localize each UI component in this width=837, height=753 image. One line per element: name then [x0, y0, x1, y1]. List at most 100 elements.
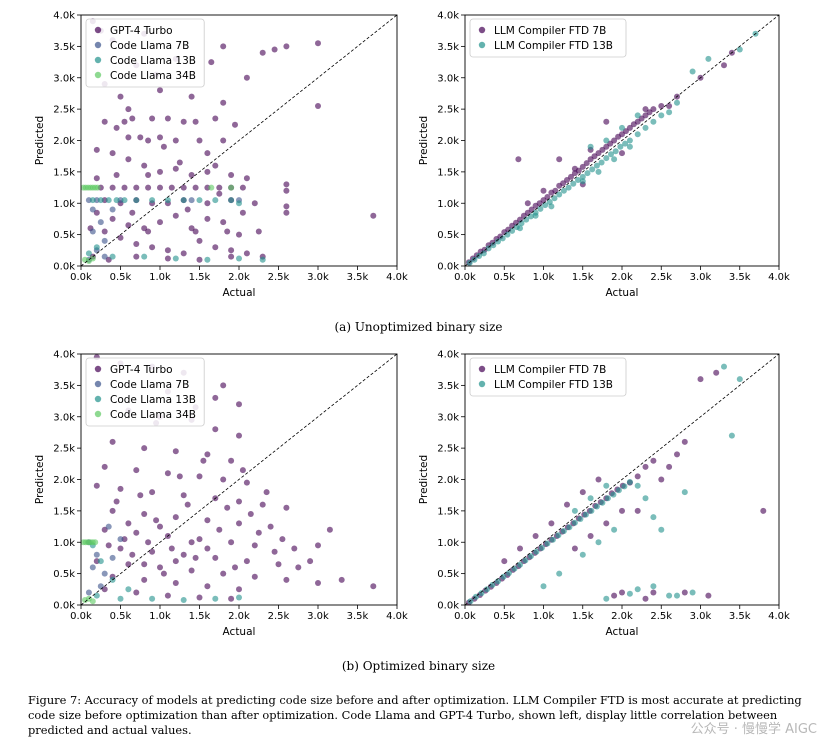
- data-point: [180, 492, 187, 499]
- data-point: [500, 573, 507, 580]
- data-point: [283, 209, 290, 216]
- y-tick-label: 2.5k: [437, 444, 459, 455]
- legend-label: GPT-4 Turbo: [110, 25, 173, 37]
- data-point: [570, 180, 577, 187]
- data-point: [626, 137, 633, 144]
- legend-box: [85, 18, 205, 88]
- data-point: [125, 134, 132, 141]
- x-tick-label: 2.0k: [611, 272, 633, 283]
- data-point: [141, 576, 148, 583]
- data-point: [583, 160, 590, 167]
- data-point: [511, 565, 518, 572]
- data-point: [370, 212, 377, 219]
- y-tick-label: 4.0k: [53, 11, 75, 22]
- data-point: [164, 115, 171, 122]
- data-point: [587, 143, 594, 150]
- data-point: [611, 526, 618, 533]
- legend-label: Code Llama 13B: [110, 394, 196, 406]
- data-point: [196, 594, 203, 601]
- data-point: [666, 103, 673, 109]
- data-point: [587, 533, 594, 539]
- data-point: [243, 558, 250, 565]
- data-point: [208, 184, 215, 191]
- data-point: [650, 118, 657, 125]
- y-tick-label: 0.5k: [53, 230, 75, 241]
- data-point: [228, 247, 235, 254]
- data-point: [208, 59, 215, 66]
- data-point: [549, 536, 556, 543]
- data-point: [125, 222, 132, 229]
- data-point: [556, 191, 563, 198]
- data-point: [571, 519, 578, 526]
- data-point: [133, 529, 140, 536]
- legend-marker: [94, 410, 102, 418]
- x-tick-label: 1.5k: [189, 272, 211, 283]
- legend: GPT-4 Turbo Code Llama 7B Code Llama 13B Co…: [85, 357, 205, 427]
- x-tick-label: 1.5k: [189, 611, 211, 622]
- data-point: [145, 137, 152, 144]
- data-point: [565, 184, 572, 191]
- data-point: [626, 479, 633, 485]
- data-point: [610, 491, 617, 498]
- data-point: [93, 592, 100, 599]
- data-point: [579, 178, 586, 185]
- data-point: [180, 597, 187, 603]
- y-tick-label: 0.5k: [437, 569, 459, 580]
- legend-label: Code Llama 13B: [110, 55, 196, 67]
- data-point: [192, 228, 199, 235]
- data-point: [117, 536, 124, 543]
- data-point: [188, 172, 195, 178]
- y-tick-label: 2.5k: [53, 105, 75, 116]
- data-point: [255, 228, 262, 235]
- data-point: [164, 255, 171, 262]
- y-tick-label: 1.0k: [437, 538, 459, 549]
- data-point: [188, 93, 195, 100]
- diagonal-line: [80, 353, 398, 606]
- data-point: [283, 181, 290, 188]
- x-tick-label: 0.5k: [493, 611, 515, 622]
- x-tick-label: 2.0k: [228, 272, 250, 283]
- data-point: [571, 165, 578, 172]
- y-tick-label: 0.0k: [53, 262, 75, 273]
- data-point: [168, 184, 175, 191]
- legend-label: Code Llama 7B: [110, 379, 189, 391]
- x-tick-label: 4.0k: [768, 611, 790, 622]
- data-point: [212, 115, 219, 122]
- y-tick-label: 2.0k: [437, 475, 459, 486]
- data-point: [571, 507, 578, 514]
- data-point: [540, 187, 547, 194]
- data-point: [634, 507, 641, 514]
- data-point: [681, 489, 688, 496]
- data-point: [658, 526, 665, 533]
- data-point: [621, 483, 628, 490]
- y-tick-label: 0.0k: [53, 601, 75, 612]
- data-point: [577, 516, 584, 522]
- data-point: [188, 539, 195, 546]
- data-point: [243, 479, 250, 486]
- data-point: [180, 250, 187, 257]
- y-tick-label: 2.5k: [437, 105, 459, 116]
- data-point: [509, 227, 516, 234]
- data-point: [259, 49, 266, 56]
- data-point: [93, 209, 100, 216]
- data-point: [204, 583, 211, 590]
- y-tick-label: 3.0k: [437, 412, 459, 423]
- data-point: [89, 598, 96, 605]
- y-tick-label: 1.0k: [437, 199, 459, 210]
- data-point: [220, 476, 227, 483]
- x-axis-label: Actual: [223, 287, 256, 299]
- data-point: [595, 476, 602, 483]
- data-point: [736, 46, 743, 53]
- data-point: [267, 523, 274, 530]
- data-point: [681, 589, 688, 596]
- data-point: [204, 168, 211, 175]
- data-point: [501, 558, 508, 565]
- data-point: [157, 564, 163, 571]
- data-point: [642, 495, 649, 502]
- y-tick-label: 3.0k: [53, 73, 75, 84]
- data-point: [506, 570, 512, 576]
- data-point: [471, 256, 478, 263]
- data-point: [642, 595, 649, 602]
- data-point: [101, 570, 108, 577]
- data-point: [125, 520, 132, 527]
